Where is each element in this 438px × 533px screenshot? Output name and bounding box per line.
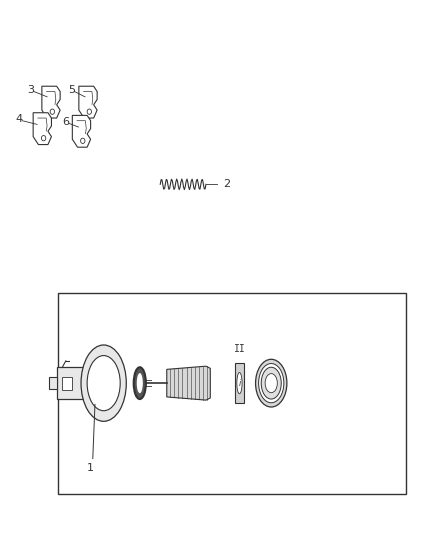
Ellipse shape	[87, 356, 120, 411]
Circle shape	[81, 138, 85, 143]
Ellipse shape	[137, 373, 143, 393]
Bar	[235, 363, 244, 403]
Polygon shape	[33, 113, 51, 144]
Ellipse shape	[265, 374, 277, 393]
Text: 3: 3	[28, 85, 35, 95]
Circle shape	[50, 109, 54, 114]
Bar	[62, 377, 72, 390]
Bar	[58, 293, 406, 495]
Polygon shape	[167, 366, 210, 400]
Ellipse shape	[237, 373, 242, 394]
Bar	[49, 377, 57, 389]
Ellipse shape	[255, 359, 287, 407]
Text: 2: 2	[223, 179, 230, 189]
Text: II: II	[233, 344, 245, 354]
Polygon shape	[42, 86, 60, 118]
Circle shape	[42, 135, 46, 141]
Text: 1: 1	[87, 463, 94, 473]
Ellipse shape	[81, 345, 126, 421]
Text: i: i	[238, 378, 240, 387]
Text: 5: 5	[68, 85, 75, 95]
Circle shape	[87, 109, 92, 114]
Text: 6: 6	[62, 117, 69, 127]
Text: 4: 4	[15, 114, 22, 124]
Polygon shape	[79, 86, 97, 118]
Ellipse shape	[258, 364, 284, 403]
Polygon shape	[72, 115, 91, 147]
Bar	[57, 367, 83, 399]
Ellipse shape	[261, 367, 281, 399]
Ellipse shape	[134, 367, 146, 399]
